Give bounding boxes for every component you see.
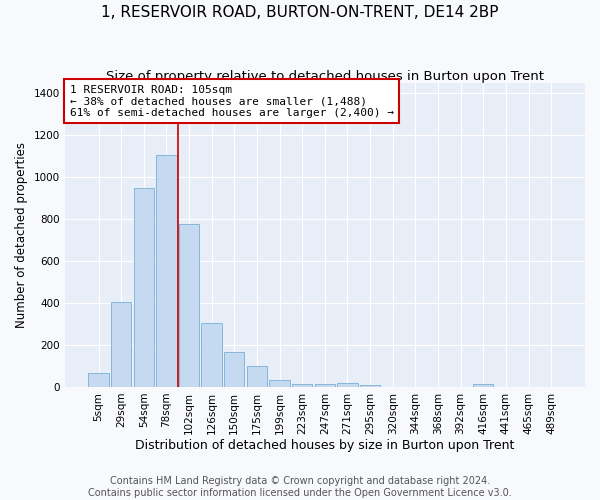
- Bar: [88, 374, 109, 387]
- Y-axis label: Number of detached properties: Number of detached properties: [15, 142, 28, 328]
- Text: 1 RESERVOIR ROAD: 105sqm
← 38% of detached houses are smaller (1,488)
61% of sem: 1 RESERVOIR ROAD: 105sqm ← 38% of detach…: [70, 84, 394, 117]
- Bar: [269, 380, 290, 387]
- Bar: [134, 188, 154, 387]
- Bar: [202, 323, 222, 387]
- Bar: [360, 385, 380, 387]
- Bar: [111, 302, 131, 387]
- Text: Contains HM Land Registry data © Crown copyright and database right 2024.
Contai: Contains HM Land Registry data © Crown c…: [88, 476, 512, 498]
- Bar: [314, 384, 335, 387]
- Bar: [156, 156, 176, 387]
- Bar: [473, 384, 493, 387]
- Bar: [292, 384, 313, 387]
- Bar: [224, 352, 244, 387]
- Bar: [337, 383, 358, 387]
- Bar: [247, 366, 267, 387]
- Bar: [179, 224, 199, 387]
- Title: Size of property relative to detached houses in Burton upon Trent: Size of property relative to detached ho…: [106, 70, 544, 83]
- X-axis label: Distribution of detached houses by size in Burton upon Trent: Distribution of detached houses by size …: [135, 440, 515, 452]
- Text: 1, RESERVOIR ROAD, BURTON-ON-TRENT, DE14 2BP: 1, RESERVOIR ROAD, BURTON-ON-TRENT, DE14…: [101, 5, 499, 20]
